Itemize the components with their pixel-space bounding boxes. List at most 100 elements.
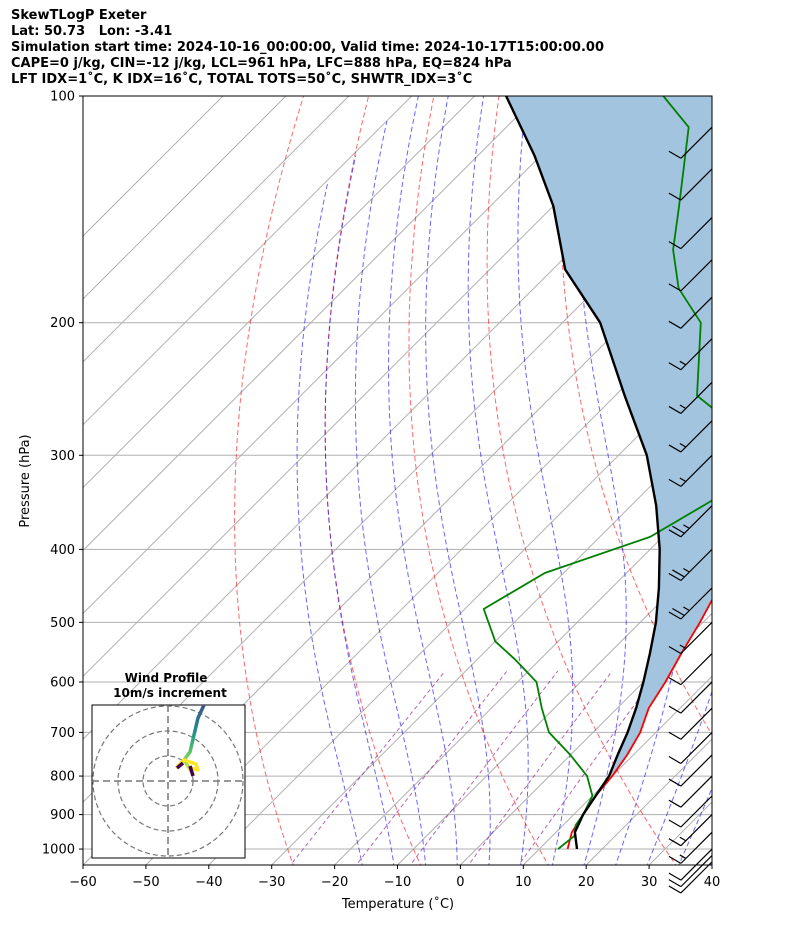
hodograph: Wind Profile 10m/s increment (91, 671, 246, 859)
wind-barb (668, 381, 713, 414)
isotherm-40 (711, 864, 712, 865)
dewpoint-profile (482, 96, 712, 850)
wind-barb (668, 681, 713, 714)
wind-barb (668, 775, 713, 808)
time-line: Simulation start time: 2024-10-16_00:00:… (11, 40, 604, 55)
wind-barb (668, 454, 713, 487)
y-tick-label: 700 (50, 726, 75, 741)
x-tick-label: −60 (69, 875, 96, 890)
wind-barb (668, 707, 713, 740)
wind-barb (668, 814, 713, 847)
isotherm--120 (83, 96, 475, 489)
wind-barb (668, 587, 713, 620)
y-tick-label: 500 (50, 616, 75, 631)
dry-adiabat (559, 96, 712, 736)
isotherm--110 (83, 96, 538, 552)
dry-adiabat (760, 96, 794, 868)
moist-adiabat (646, 689, 712, 865)
x-tick-label: −30 (258, 875, 285, 890)
hodograph-subtitle: 10m/s increment (113, 686, 227, 700)
wind-barb (668, 168, 713, 201)
y-tick-label: 100 (50, 90, 75, 105)
x-tick-label: 20 (578, 875, 595, 890)
wind-barb (668, 217, 713, 250)
isotherm--40 (208, 361, 712, 865)
wind-barb (668, 831, 713, 864)
hodograph-title: Wind Profile (125, 671, 208, 685)
index-line: LFT IDX=1˚C, K IDX=16˚C, TOTAL TOTS=50˚C… (11, 72, 473, 87)
x-tick-label: 0 (456, 875, 464, 890)
y-tick-label: 1000 (42, 843, 75, 858)
isotherm--30 (271, 423, 712, 865)
chart-header: SkewTLogP Exeter Lat: 50.73 Lon: -3.41 S… (11, 8, 604, 88)
y-tick-label: 800 (50, 770, 75, 785)
isotherm--160 (83, 96, 224, 237)
isotherm--90 (83, 96, 664, 678)
dry-adiabat (486, 96, 677, 865)
wind-barb (668, 795, 713, 828)
moist-adiabat (296, 181, 363, 865)
isotherm--100 (83, 96, 601, 615)
moist-adiabat (517, 96, 574, 865)
x-tick-label: −50 (132, 875, 159, 890)
moist-adiabat (388, 96, 458, 865)
moist-adiabat (740, 83, 794, 869)
isotherm--150 (83, 96, 287, 300)
cape-line: CAPE=0 j/kg, CIN=-12 j/kg, LCL=961 hPa, … (11, 56, 512, 71)
isotherm--140 (83, 96, 350, 363)
y-tick-label: 400 (50, 543, 75, 558)
x-tick-label: 40 (704, 875, 721, 890)
moist-adiabat (709, 860, 712, 865)
wind-barb (668, 731, 713, 765)
wind-barb (668, 338, 713, 371)
x-axis-label: Temperature (˚C) (341, 896, 454, 912)
cape-shading (506, 96, 712, 777)
moist-adiabat (324, 155, 395, 865)
wind-barb (668, 420, 713, 453)
y-tick-label: 900 (50, 808, 75, 823)
isotherm--20 (334, 486, 712, 865)
hodograph-trace-surface (175, 761, 185, 770)
grid-layer (83, 83, 794, 869)
wind-barb (668, 621, 713, 654)
y-tick-label: 300 (50, 449, 75, 464)
x-tick-label: 10 (515, 875, 532, 890)
wind-barb (668, 126, 713, 159)
moist-adiabat (678, 787, 712, 865)
wind-barb (668, 259, 713, 292)
hodograph-trace-surface-2 (188, 765, 195, 777)
isotherm--130 (83, 96, 413, 426)
moist-adiabat (354, 121, 427, 865)
x-tick-label: −40 (195, 875, 222, 890)
isotherm-0 (460, 612, 712, 865)
wind-barb (668, 653, 713, 686)
wind-barb (668, 548, 713, 582)
dry-adiabat (408, 96, 549, 865)
x-tick-label: 30 (641, 875, 658, 890)
x-tick-label: −20 (321, 875, 348, 890)
mixing-ratio-line (467, 670, 613, 865)
isotherm-10 (522, 675, 712, 865)
wind-barb (668, 861, 713, 894)
wind-barb (668, 848, 713, 881)
location-line: Lat: 50.73 Lon: -3.41 (11, 24, 173, 39)
mixing-ratio-line (518, 670, 660, 865)
moist-adiabat (425, 96, 491, 865)
mixing-ratio-line (355, 670, 508, 865)
x-tick-label: −10 (384, 875, 411, 890)
y-tick-label: 200 (50, 316, 75, 331)
wind-barb (668, 754, 713, 787)
y-axis-label: Pressure (hPa) (18, 434, 33, 527)
moist-adiabat (576, 96, 627, 865)
wind-barb (668, 505, 713, 538)
wind-barbs (668, 126, 713, 894)
y-tick-label: 600 (50, 675, 75, 690)
data-layer (482, 96, 712, 850)
moist-adiabat (467, 96, 529, 865)
station-title: SkewTLogP Exeter (11, 8, 147, 23)
dry-adiabat (234, 96, 304, 865)
parcel-profile (505, 96, 661, 850)
temperature-profile (566, 598, 712, 850)
